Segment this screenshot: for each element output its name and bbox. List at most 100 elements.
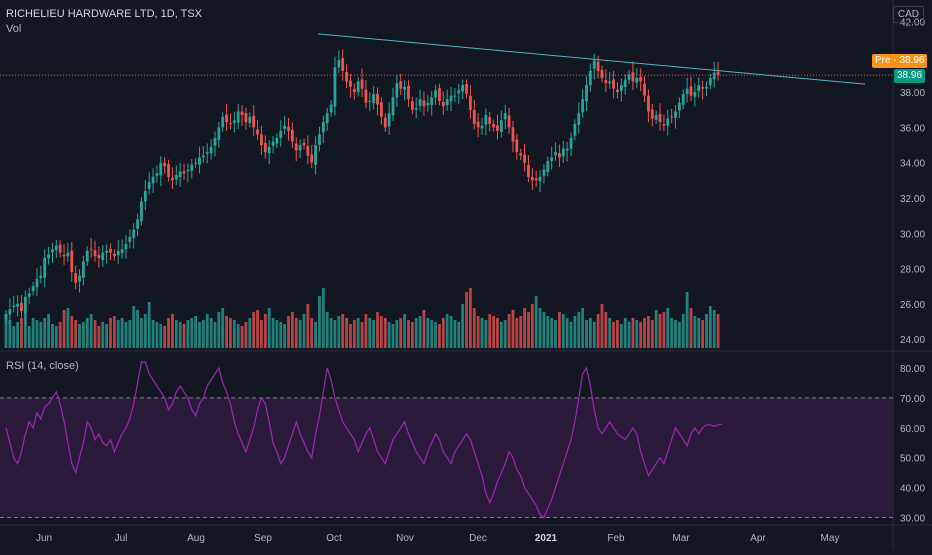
resistance-trendline (317, 33, 866, 85)
candle-body (546, 160, 550, 172)
candle-body (496, 125, 499, 131)
volume-bar (244, 322, 248, 348)
candle-body (221, 116, 225, 128)
candle-body (78, 275, 81, 282)
volume-bar (116, 320, 120, 348)
volume-bar (472, 308, 476, 348)
price-tick-label: 36.00 (900, 123, 925, 134)
candle-body (484, 115, 488, 125)
volume-bar (178, 322, 182, 348)
volume-bar (550, 318, 554, 348)
volume-bar (132, 306, 136, 348)
volume-bar (623, 318, 627, 348)
volume-bar (283, 324, 287, 348)
candle-body (325, 113, 329, 124)
candle-body (480, 125, 484, 129)
candle-body (457, 90, 461, 94)
volume-bar (681, 314, 685, 348)
candle-body (209, 146, 213, 154)
candle-body (619, 85, 623, 92)
volume-bar (252, 312, 256, 348)
candle-body (635, 78, 639, 83)
volume-bar (565, 318, 569, 348)
volume-bar (201, 320, 205, 348)
pre-value: 38.96 (899, 55, 925, 66)
rsi-tick-label: 70.00 (900, 394, 925, 405)
volume-bar (616, 320, 619, 348)
candle-body (647, 95, 650, 112)
volume-bar (294, 318, 298, 348)
volume-bar (329, 318, 333, 348)
candle-body (716, 71, 720, 76)
candle-body (399, 81, 403, 89)
candle-body (538, 176, 542, 182)
candle-body (240, 111, 244, 116)
volume-bar (232, 320, 236, 348)
volume-bar (43, 318, 47, 348)
candle-body (600, 69, 604, 78)
volume-bar (89, 314, 93, 348)
volume-bar (54, 326, 58, 348)
candle-body (213, 138, 217, 146)
volume-bar (4, 314, 8, 348)
volume-bar (554, 320, 557, 348)
volume-bar (530, 304, 534, 348)
candle-body (232, 120, 236, 123)
price-tick-label: 32.00 (900, 194, 925, 205)
candle-body (174, 175, 178, 180)
candle-body (631, 72, 635, 82)
volume-bar (430, 320, 434, 348)
candle-body (283, 125, 287, 129)
volume-bar (445, 314, 449, 348)
volume-bar (78, 324, 81, 348)
volume-bar (635, 320, 639, 348)
volume-bar (310, 318, 314, 348)
volume-bar (198, 322, 201, 348)
time-tick-label: May (821, 533, 840, 544)
candle-body (465, 84, 468, 94)
candle-body (97, 255, 101, 258)
volume-bar (488, 314, 492, 348)
volume-bar (643, 318, 646, 348)
currency-button[interactable]: CAD (892, 6, 924, 23)
volume-bar (263, 314, 267, 348)
volume-bar (8, 320, 12, 348)
candle-body (523, 154, 526, 163)
volume-bar (240, 326, 244, 348)
volume-bar (325, 312, 329, 348)
time-tick-label: Feb (607, 533, 625, 544)
candle-body (596, 61, 600, 71)
volume-bar (306, 304, 310, 348)
volume-bar (639, 322, 643, 348)
candle-body (267, 146, 271, 154)
volume-bar (693, 316, 697, 348)
volume-bar (499, 322, 503, 348)
volume-bar (542, 312, 546, 348)
candle-body (681, 93, 685, 105)
volume-bar (577, 312, 581, 348)
candle-body (263, 142, 267, 153)
volume-bar (337, 316, 341, 348)
volume-bar (221, 308, 225, 348)
candle-body (693, 92, 697, 97)
candle-body (236, 111, 240, 123)
volume-bar (174, 320, 178, 348)
candle-body (658, 114, 662, 123)
rsi-line (5, 361, 723, 519)
volume-bar (368, 318, 372, 348)
candle-body (674, 111, 677, 118)
candle-body (225, 114, 228, 123)
volume-bar (515, 318, 519, 348)
chart-title: RICHELIEU HARDWARE LTD, 1D, TSX (6, 8, 202, 20)
volume-bar (441, 318, 445, 348)
volume-bar (97, 326, 101, 348)
volume-bar (349, 324, 352, 348)
candle-body (109, 248, 112, 253)
price-tick-label: 26.00 (900, 300, 925, 311)
candle-body (140, 201, 143, 222)
candle-body (654, 115, 658, 120)
rsi-label: RSI (14, close) (6, 360, 79, 372)
candle-body (503, 113, 507, 120)
